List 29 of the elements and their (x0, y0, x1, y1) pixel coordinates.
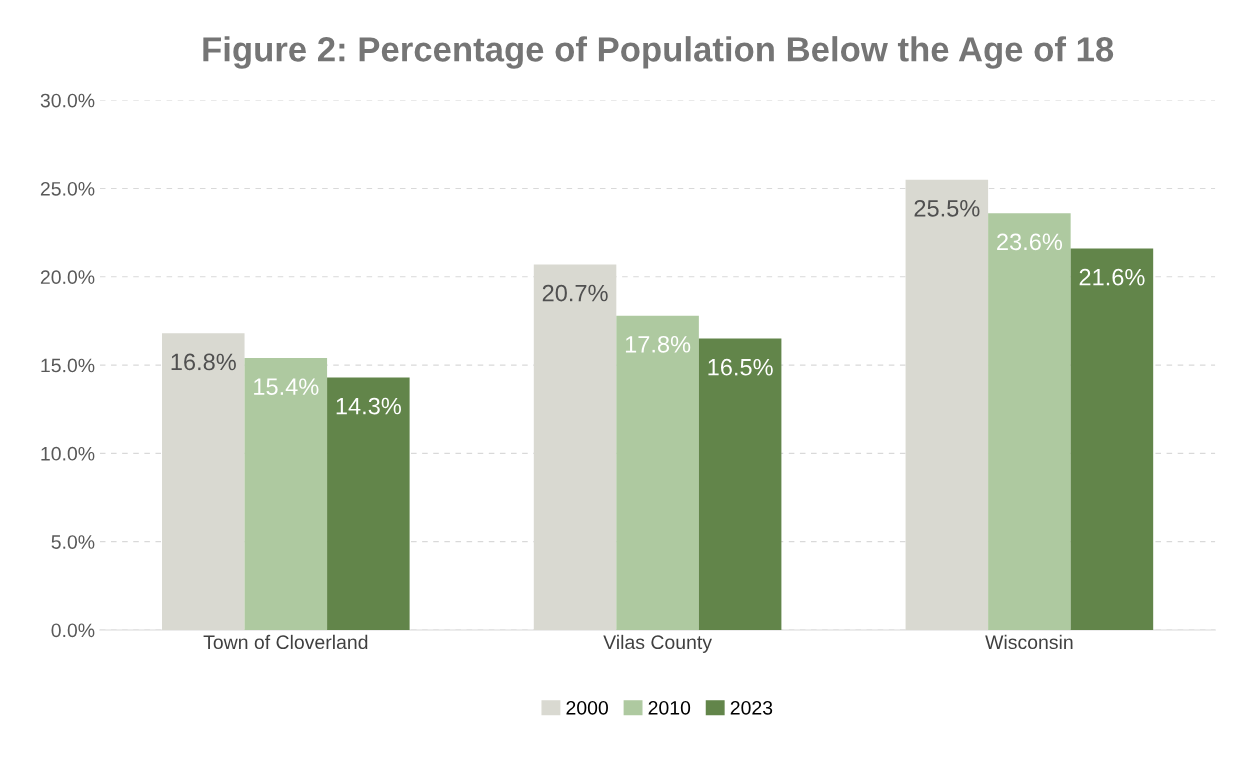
bar (327, 377, 410, 630)
bar (698, 338, 782, 630)
data-label: 21.6% (1079, 268, 1145, 286)
x-tick-label: Vilas County (603, 634, 712, 653)
y-tick-label: 10.0% (41, 446, 95, 461)
data-label: 16.8% (171, 353, 236, 371)
x-tick-label: Wisconsin (985, 634, 1073, 650)
y-tick-label: 5.0% (51, 535, 95, 549)
bar (244, 358, 328, 630)
data-label: 15.4% (254, 378, 319, 396)
legend-label: 2000 (566, 700, 608, 715)
y-tick-label: 0.0% (51, 623, 95, 638)
data-label: 16.5% (708, 358, 773, 376)
chart-title: Figure 2: Percentage of Population Below the Age of 18 (203, 36, 1114, 69)
data-label: 14.3% (336, 397, 401, 415)
legend-label: 2023 (730, 700, 773, 715)
legend-label: 2010 (648, 700, 691, 715)
y-tick-label: 25.0% (40, 181, 95, 196)
data-label: 20.7% (542, 284, 608, 302)
bar (1070, 248, 1154, 630)
y-tick-label: 30.0% (40, 93, 95, 108)
y-tick-label: 15.0% (41, 358, 95, 373)
data-label: 17.8% (625, 335, 691, 353)
x-tick-label: Town of Cloverland (203, 634, 368, 650)
data-label: 25.5% (914, 199, 980, 217)
data-label: 23.6% (997, 233, 1063, 251)
bar (988, 213, 1071, 630)
bar (616, 315, 699, 630)
y-tick-label: 20.0% (40, 270, 95, 285)
